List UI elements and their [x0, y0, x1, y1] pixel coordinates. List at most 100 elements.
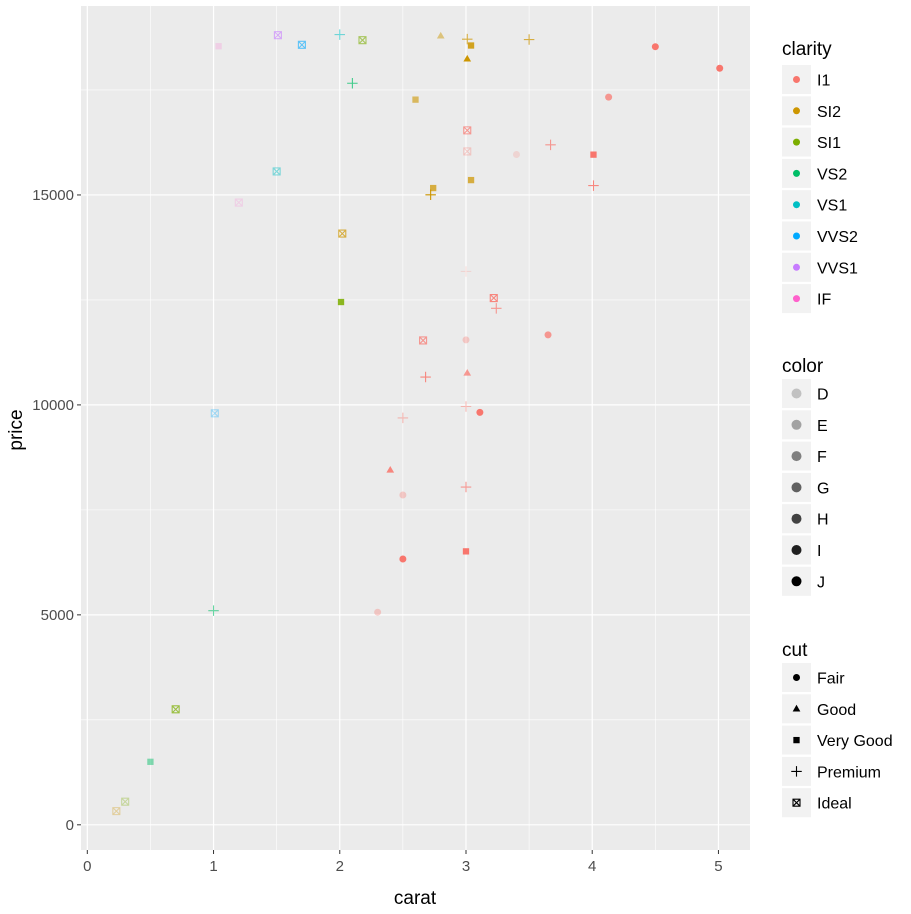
- data-point: [337, 298, 345, 306]
- legend-title-cut: cut: [782, 640, 808, 661]
- data-point: [121, 797, 130, 806]
- legend-key-background: [782, 379, 811, 408]
- minor-gridlines: [81, 6, 750, 850]
- y-axis-label: price: [6, 409, 27, 450]
- axes: 0 1 2 3 4 5 0 5000 10000 15000: [32, 187, 722, 875]
- legend-key-Ideal: [792, 798, 801, 807]
- data-point: [489, 293, 498, 303]
- data-point: [412, 96, 419, 103]
- data-point: [334, 29, 346, 40]
- legend-label-cut: Fair: [817, 671, 845, 688]
- data-point: [463, 368, 472, 376]
- legend-label-cut: Ideal: [817, 796, 852, 813]
- legend-cut: cut Fair Good Very Good Premium Ideal: [782, 640, 893, 818]
- legend-key-I: [791, 545, 802, 555]
- legend-key-background: [782, 441, 811, 471]
- legend-key-VS2: [793, 169, 800, 177]
- data-point: [210, 409, 219, 418]
- legend-key-SI2: [793, 107, 800, 115]
- x-tick-label: 4: [588, 858, 596, 875]
- data-point: [651, 43, 659, 51]
- data-points: [112, 29, 724, 816]
- data-point: [358, 36, 367, 45]
- data-point: [512, 150, 520, 158]
- data-point: [605, 93, 613, 101]
- legend-key-F: [791, 451, 802, 462]
- data-point: [460, 266, 472, 277]
- legend-key-background: [782, 410, 811, 440]
- data-point: [215, 43, 222, 50]
- data-point: [523, 34, 535, 45]
- legend-label-clarity: VS2: [817, 166, 847, 183]
- y-tick-label: 0: [66, 817, 74, 834]
- x-tick-label: 2: [336, 858, 344, 875]
- legend-key-I1: [793, 76, 800, 83]
- legend-key-E: [791, 419, 802, 430]
- legend-key-VS1: [793, 201, 800, 209]
- legend-key-SI1: [793, 138, 800, 146]
- data-point: [545, 139, 556, 151]
- data-point: [112, 807, 121, 816]
- data-point: [374, 608, 382, 616]
- data-point: [590, 151, 597, 158]
- data-point: [399, 491, 407, 499]
- data-point: [436, 31, 445, 39]
- legend-label-color: F: [817, 449, 827, 466]
- legend-label-clarity: VS1: [817, 198, 847, 215]
- data-point: [272, 167, 281, 176]
- data-point: [460, 401, 472, 412]
- legends: clarityI1SI2SI1VS2VS1VVS2VVS1IFcolorDEFG…: [782, 39, 893, 818]
- legend-key-G: [791, 482, 802, 493]
- legend-label-color: H: [817, 512, 829, 529]
- data-point: [386, 466, 395, 473]
- legend-title-color: color: [782, 356, 824, 377]
- legend-label-color: E: [817, 418, 828, 435]
- data-point: [338, 229, 347, 238]
- y-tick-label: 15000: [32, 187, 74, 204]
- data-point: [544, 331, 552, 339]
- data-point: [491, 303, 502, 314]
- legend-label-clarity: SI1: [817, 135, 841, 152]
- data-point: [476, 408, 484, 416]
- x-tick-label: 1: [209, 858, 217, 875]
- legend-key-H: [791, 513, 802, 524]
- data-point: [397, 412, 409, 424]
- legend-label-color: D: [817, 387, 829, 404]
- legend-label-clarity: VVS1: [817, 260, 858, 277]
- legend-key-J: [791, 576, 802, 587]
- legend-title-clarity: clarity: [782, 39, 832, 60]
- legend-key-D: [791, 388, 802, 399]
- data-point: [463, 54, 472, 62]
- legend-label-clarity: I1: [817, 73, 830, 90]
- legend-label-color: J: [817, 574, 825, 591]
- legend-key-Very Good: [793, 736, 800, 744]
- x-tick-label: 0: [83, 858, 91, 875]
- legend-label-cut: Very Good: [817, 733, 893, 750]
- data-point: [234, 198, 243, 207]
- legend-clarity: clarity I1 SI2 SI1 VS2 VS1 VVS2 VVS1 IF: [782, 39, 858, 314]
- y-tick-label: 5000: [41, 607, 74, 624]
- data-point: [467, 176, 475, 184]
- data-point: [420, 371, 431, 383]
- data-point: [347, 78, 358, 89]
- data-point: [419, 336, 428, 345]
- legend-label-color: I: [817, 543, 821, 560]
- legend-key-Fair: [793, 674, 800, 681]
- legend-label-color: G: [817, 480, 829, 497]
- x-tick-label: 3: [462, 858, 470, 875]
- legend-label-clarity: IF: [817, 292, 831, 309]
- legend-key-VVS2: [793, 232, 800, 240]
- data-point: [273, 31, 282, 40]
- data-point: [716, 64, 724, 72]
- data-point: [297, 40, 306, 49]
- data-point: [430, 184, 437, 192]
- x-axis-label: carat: [394, 888, 437, 909]
- data-point: [399, 555, 407, 563]
- data-point: [460, 481, 472, 493]
- data-point: [425, 189, 436, 201]
- data-point: [208, 605, 219, 616]
- plot-background: [81, 6, 750, 850]
- legend-label-clarity: SI2: [817, 104, 841, 121]
